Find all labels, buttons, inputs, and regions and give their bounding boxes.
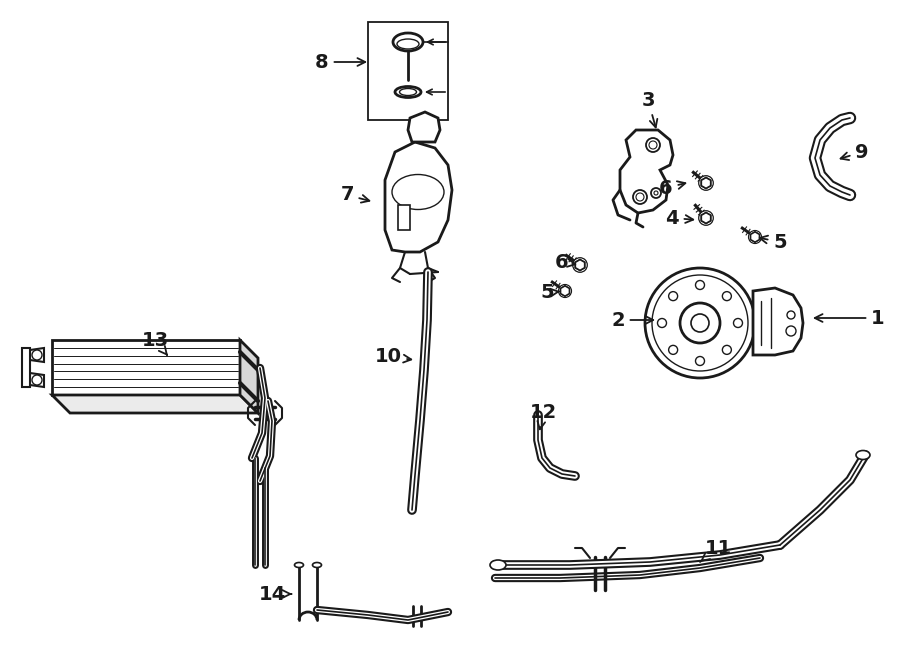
Circle shape (680, 303, 720, 343)
Circle shape (691, 314, 709, 332)
Polygon shape (753, 288, 803, 355)
Polygon shape (701, 178, 711, 188)
Polygon shape (408, 112, 440, 142)
Circle shape (669, 345, 678, 354)
Text: 6: 6 (659, 178, 685, 198)
Polygon shape (701, 213, 711, 223)
Circle shape (787, 311, 795, 319)
Polygon shape (575, 260, 585, 270)
Polygon shape (561, 286, 570, 296)
Polygon shape (701, 213, 711, 223)
Ellipse shape (393, 33, 423, 51)
Text: 7: 7 (340, 186, 369, 204)
Circle shape (696, 356, 705, 366)
Polygon shape (368, 22, 448, 120)
Text: 1: 1 (814, 309, 885, 327)
Circle shape (698, 211, 714, 225)
Ellipse shape (490, 560, 506, 570)
Circle shape (646, 138, 660, 152)
Text: 9: 9 (841, 143, 868, 161)
Text: 8: 8 (315, 52, 365, 71)
Text: 14: 14 (258, 584, 292, 603)
Ellipse shape (395, 87, 421, 98)
Text: 5: 5 (760, 233, 787, 251)
Circle shape (734, 319, 742, 327)
Text: 12: 12 (529, 403, 556, 429)
Circle shape (749, 231, 761, 243)
Ellipse shape (294, 563, 303, 568)
Polygon shape (385, 142, 452, 252)
Circle shape (32, 375, 42, 385)
Polygon shape (620, 130, 673, 213)
Circle shape (698, 176, 714, 190)
Polygon shape (561, 286, 570, 296)
Polygon shape (751, 232, 760, 242)
Text: 3: 3 (641, 91, 657, 128)
Circle shape (32, 350, 42, 360)
Polygon shape (575, 260, 585, 270)
Polygon shape (701, 178, 711, 188)
Circle shape (696, 280, 705, 290)
Circle shape (786, 326, 796, 336)
Polygon shape (30, 373, 44, 387)
Text: 6: 6 (555, 253, 575, 272)
Circle shape (572, 258, 588, 272)
Text: 11: 11 (700, 539, 732, 562)
Polygon shape (398, 205, 410, 230)
Polygon shape (751, 232, 760, 242)
Text: 5: 5 (540, 284, 560, 303)
Circle shape (633, 190, 647, 204)
Circle shape (723, 292, 732, 301)
Text: 13: 13 (141, 330, 168, 355)
Polygon shape (52, 395, 258, 413)
Circle shape (658, 319, 667, 327)
Circle shape (559, 284, 572, 297)
Circle shape (723, 345, 732, 354)
Ellipse shape (856, 451, 870, 459)
Text: 2: 2 (611, 311, 653, 329)
Circle shape (651, 188, 661, 198)
Polygon shape (52, 340, 240, 395)
Ellipse shape (312, 563, 321, 568)
Circle shape (669, 292, 678, 301)
Circle shape (645, 268, 755, 378)
Polygon shape (30, 348, 44, 362)
Text: 10: 10 (374, 348, 411, 366)
Polygon shape (240, 340, 258, 413)
Text: 4: 4 (665, 208, 693, 227)
Polygon shape (22, 348, 30, 387)
